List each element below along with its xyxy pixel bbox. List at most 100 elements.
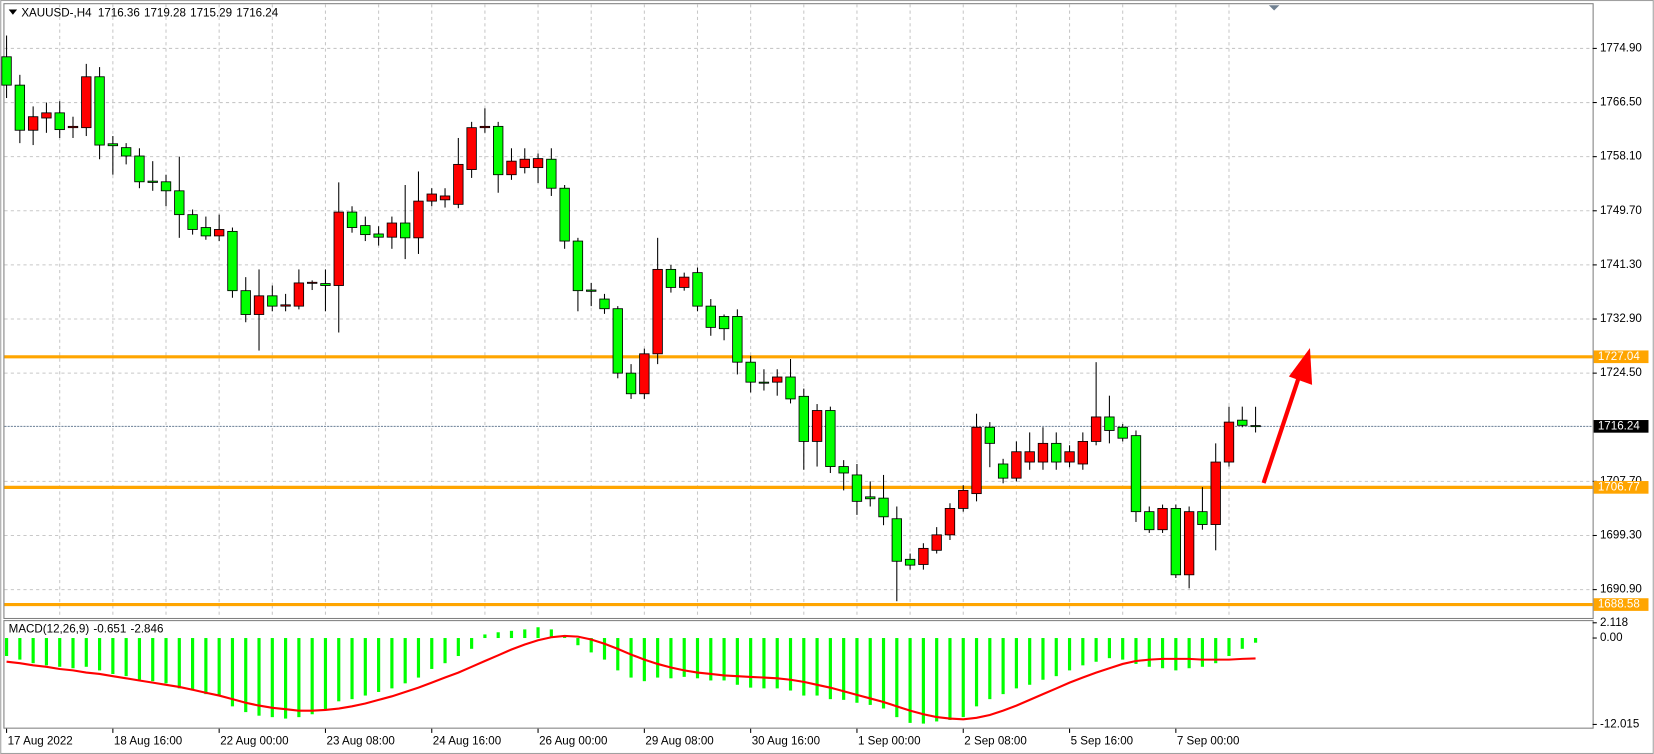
- x-tick-label: 5 Sep 16:00: [1071, 734, 1134, 747]
- macd-bar: [908, 638, 912, 723]
- candle-body: [439, 195, 451, 201]
- candle-body: [1170, 508, 1182, 576]
- y-tick-label: -12.015: [1600, 717, 1639, 730]
- macd-bar: [443, 638, 447, 664]
- x-tick-label: 18 Aug 16:00: [114, 734, 182, 747]
- macd-bar: [1001, 638, 1005, 695]
- level-label-box: [1593, 598, 1649, 611]
- macd-bar: [58, 638, 62, 667]
- candle-body: [466, 127, 477, 170]
- candle-body: [320, 283, 331, 286]
- candle-body: [307, 281, 318, 284]
- candle-body: [333, 211, 344, 286]
- candle-body: [1037, 442, 1049, 463]
- macd-bar: [337, 638, 341, 702]
- macd-bar: [1214, 638, 1218, 664]
- candle-body: [904, 558, 916, 566]
- macd-bar: [695, 638, 700, 679]
- macd-bar: [496, 632, 500, 639]
- macd-bar: [788, 638, 793, 691]
- macd-bar: [137, 638, 142, 680]
- macd-bar: [536, 627, 540, 639]
- candle-body: [758, 381, 770, 384]
- macd-bar: [629, 638, 633, 678]
- candle-body: [134, 155, 145, 183]
- macd-bar: [1121, 638, 1125, 660]
- macd-bar: [722, 638, 726, 681]
- candle-body: [838, 466, 849, 474]
- current-price-label: 1716.24: [1598, 419, 1640, 432]
- macd-bar: [377, 638, 381, 692]
- macd-bar: [1174, 638, 1178, 671]
- candle-body: [1011, 451, 1022, 479]
- y-tick-label: 1724.50: [1600, 366, 1642, 379]
- candle-body: [267, 295, 278, 307]
- macd-bar: [244, 638, 248, 713]
- macd-bar: [1240, 638, 1244, 649]
- x-tick-label: 24 Aug 16:00: [433, 734, 501, 747]
- candle-body: [174, 190, 185, 216]
- candle-body: [1237, 419, 1248, 426]
- macd-bar: [921, 638, 925, 724]
- candle-body: [1197, 511, 1208, 525]
- candle-body: [280, 304, 291, 307]
- macd-bar: [1187, 638, 1191, 669]
- candle-body: [732, 316, 743, 363]
- candle-body: [891, 518, 902, 562]
- macd-bar: [1041, 638, 1045, 680]
- axes: 1774.90 1766.50 1758.10 1749.70 1741.30 1732.…: [6, 41, 1649, 747]
- level-label-box: [1593, 350, 1649, 364]
- candle-body: [94, 76, 105, 146]
- macd-bar: [97, 638, 102, 671]
- macd-bar: [974, 638, 979, 707]
- low-value: 1715.29: [190, 7, 232, 20]
- candle-body: [41, 112, 52, 119]
- candle-body: [851, 474, 863, 502]
- candle-body: [14, 84, 26, 131]
- candle-body: [107, 143, 119, 147]
- candle-body: [1183, 511, 1195, 576]
- candle-body: [187, 214, 198, 230]
- macd-bar: [855, 638, 859, 703]
- candle-body: [692, 272, 703, 307]
- macd-bar: [297, 638, 301, 718]
- macd-bar: [124, 638, 128, 677]
- macd-bar: [828, 638, 832, 700]
- candle-body: [586, 289, 597, 292]
- macd-bar: [523, 629, 527, 639]
- macd-bar: [284, 638, 288, 719]
- candle-body: [1104, 416, 1115, 431]
- candle-body: [400, 222, 411, 239]
- macd-bar: [151, 638, 155, 682]
- macd-header: MACD(12,26,9) -0.651 -2.846: [9, 623, 164, 636]
- candle-body: [346, 211, 358, 228]
- candle-body: [772, 376, 783, 383]
- y-tick-label: 1758.10: [1600, 150, 1642, 163]
- candle-body: [865, 496, 876, 500]
- candle-body: [1157, 508, 1168, 531]
- y-tick-label: 1774.90: [1600, 41, 1642, 54]
- macd-bar: [762, 638, 766, 689]
- candle-body: [811, 410, 823, 442]
- macd-bar: [270, 638, 274, 718]
- macd-bar: [456, 638, 460, 657]
- x-tick-label: 7 Sep 00:00: [1177, 734, 1240, 747]
- candle-body: [918, 547, 929, 565]
- candle-body: [785, 376, 796, 400]
- candle-body: [200, 227, 212, 237]
- macd-bar: [310, 638, 314, 715]
- macd-bar: [563, 636, 567, 639]
- high-value: 1719.28: [144, 7, 186, 20]
- candle-body: [147, 180, 158, 183]
- macd-bar: [961, 638, 965, 718]
- candle-body: [718, 316, 730, 330]
- x-tick-label: 29 Aug 08:00: [645, 734, 713, 747]
- x-tick-label: 2 Sep 08:00: [964, 734, 1027, 747]
- y-tick-label: 0.00: [1600, 631, 1623, 644]
- macd-bar: [111, 638, 115, 674]
- macd-bar: [775, 638, 779, 689]
- macd: [4, 627, 1258, 724]
- x-tick-label: 26 Aug 00:00: [539, 734, 607, 747]
- macd-bar: [1147, 638, 1151, 667]
